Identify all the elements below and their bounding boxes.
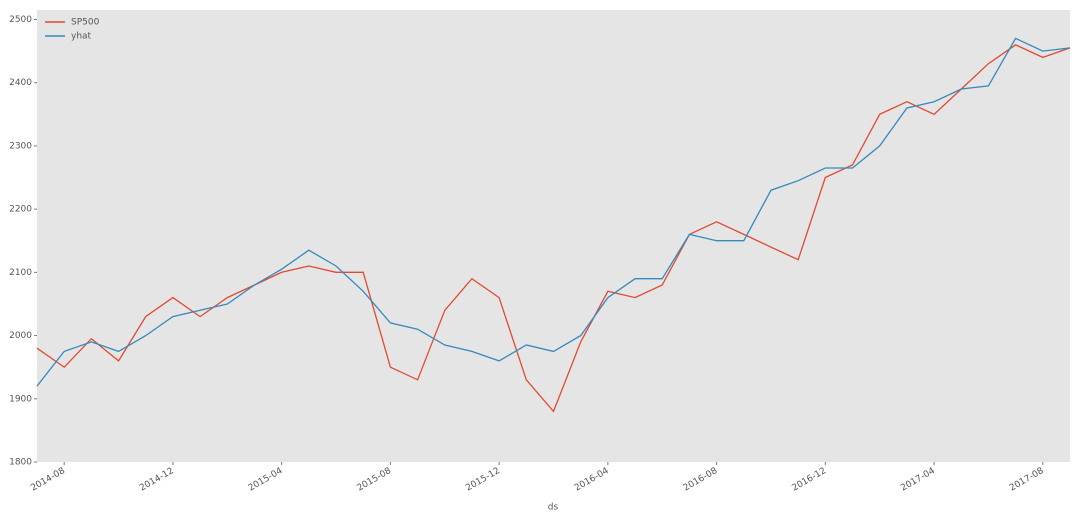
x-tick-label: 2016-12 <box>791 466 829 493</box>
x-tick-label: 2017-04 <box>899 466 937 494</box>
x-tick-label: 2015-12 <box>464 466 502 493</box>
y-tick-label: 2100 <box>9 268 32 278</box>
y-tick-label: 1800 <box>9 458 32 468</box>
x-tick-label: 2014-08 <box>29 466 67 494</box>
y-tick-label: 2000 <box>9 331 32 341</box>
x-tick-label: 2016-08 <box>682 466 720 494</box>
series-line <box>36 44 1071 413</box>
x-tick-label: 2015-08 <box>356 466 394 494</box>
plot-area <box>37 10 1070 462</box>
y-tick-label: 2300 <box>9 141 32 151</box>
legend-label: yhat <box>71 32 92 42</box>
series-line <box>36 37 1071 387</box>
x-axis-label: ds <box>548 503 559 513</box>
legend-label: SP500 <box>71 18 100 28</box>
x-tick-label: 2017-08 <box>1008 466 1046 494</box>
x-tick-label: 2014-12 <box>138 466 176 493</box>
y-tick-label: 2500 <box>9 15 32 25</box>
x-tick-label: 2016-04 <box>573 466 611 494</box>
y-tick-label: 2400 <box>9 78 32 88</box>
y-tick-label: 2200 <box>9 205 32 215</box>
x-tick-label: 2015-04 <box>247 466 285 494</box>
y-tick-label: 1900 <box>9 394 32 404</box>
